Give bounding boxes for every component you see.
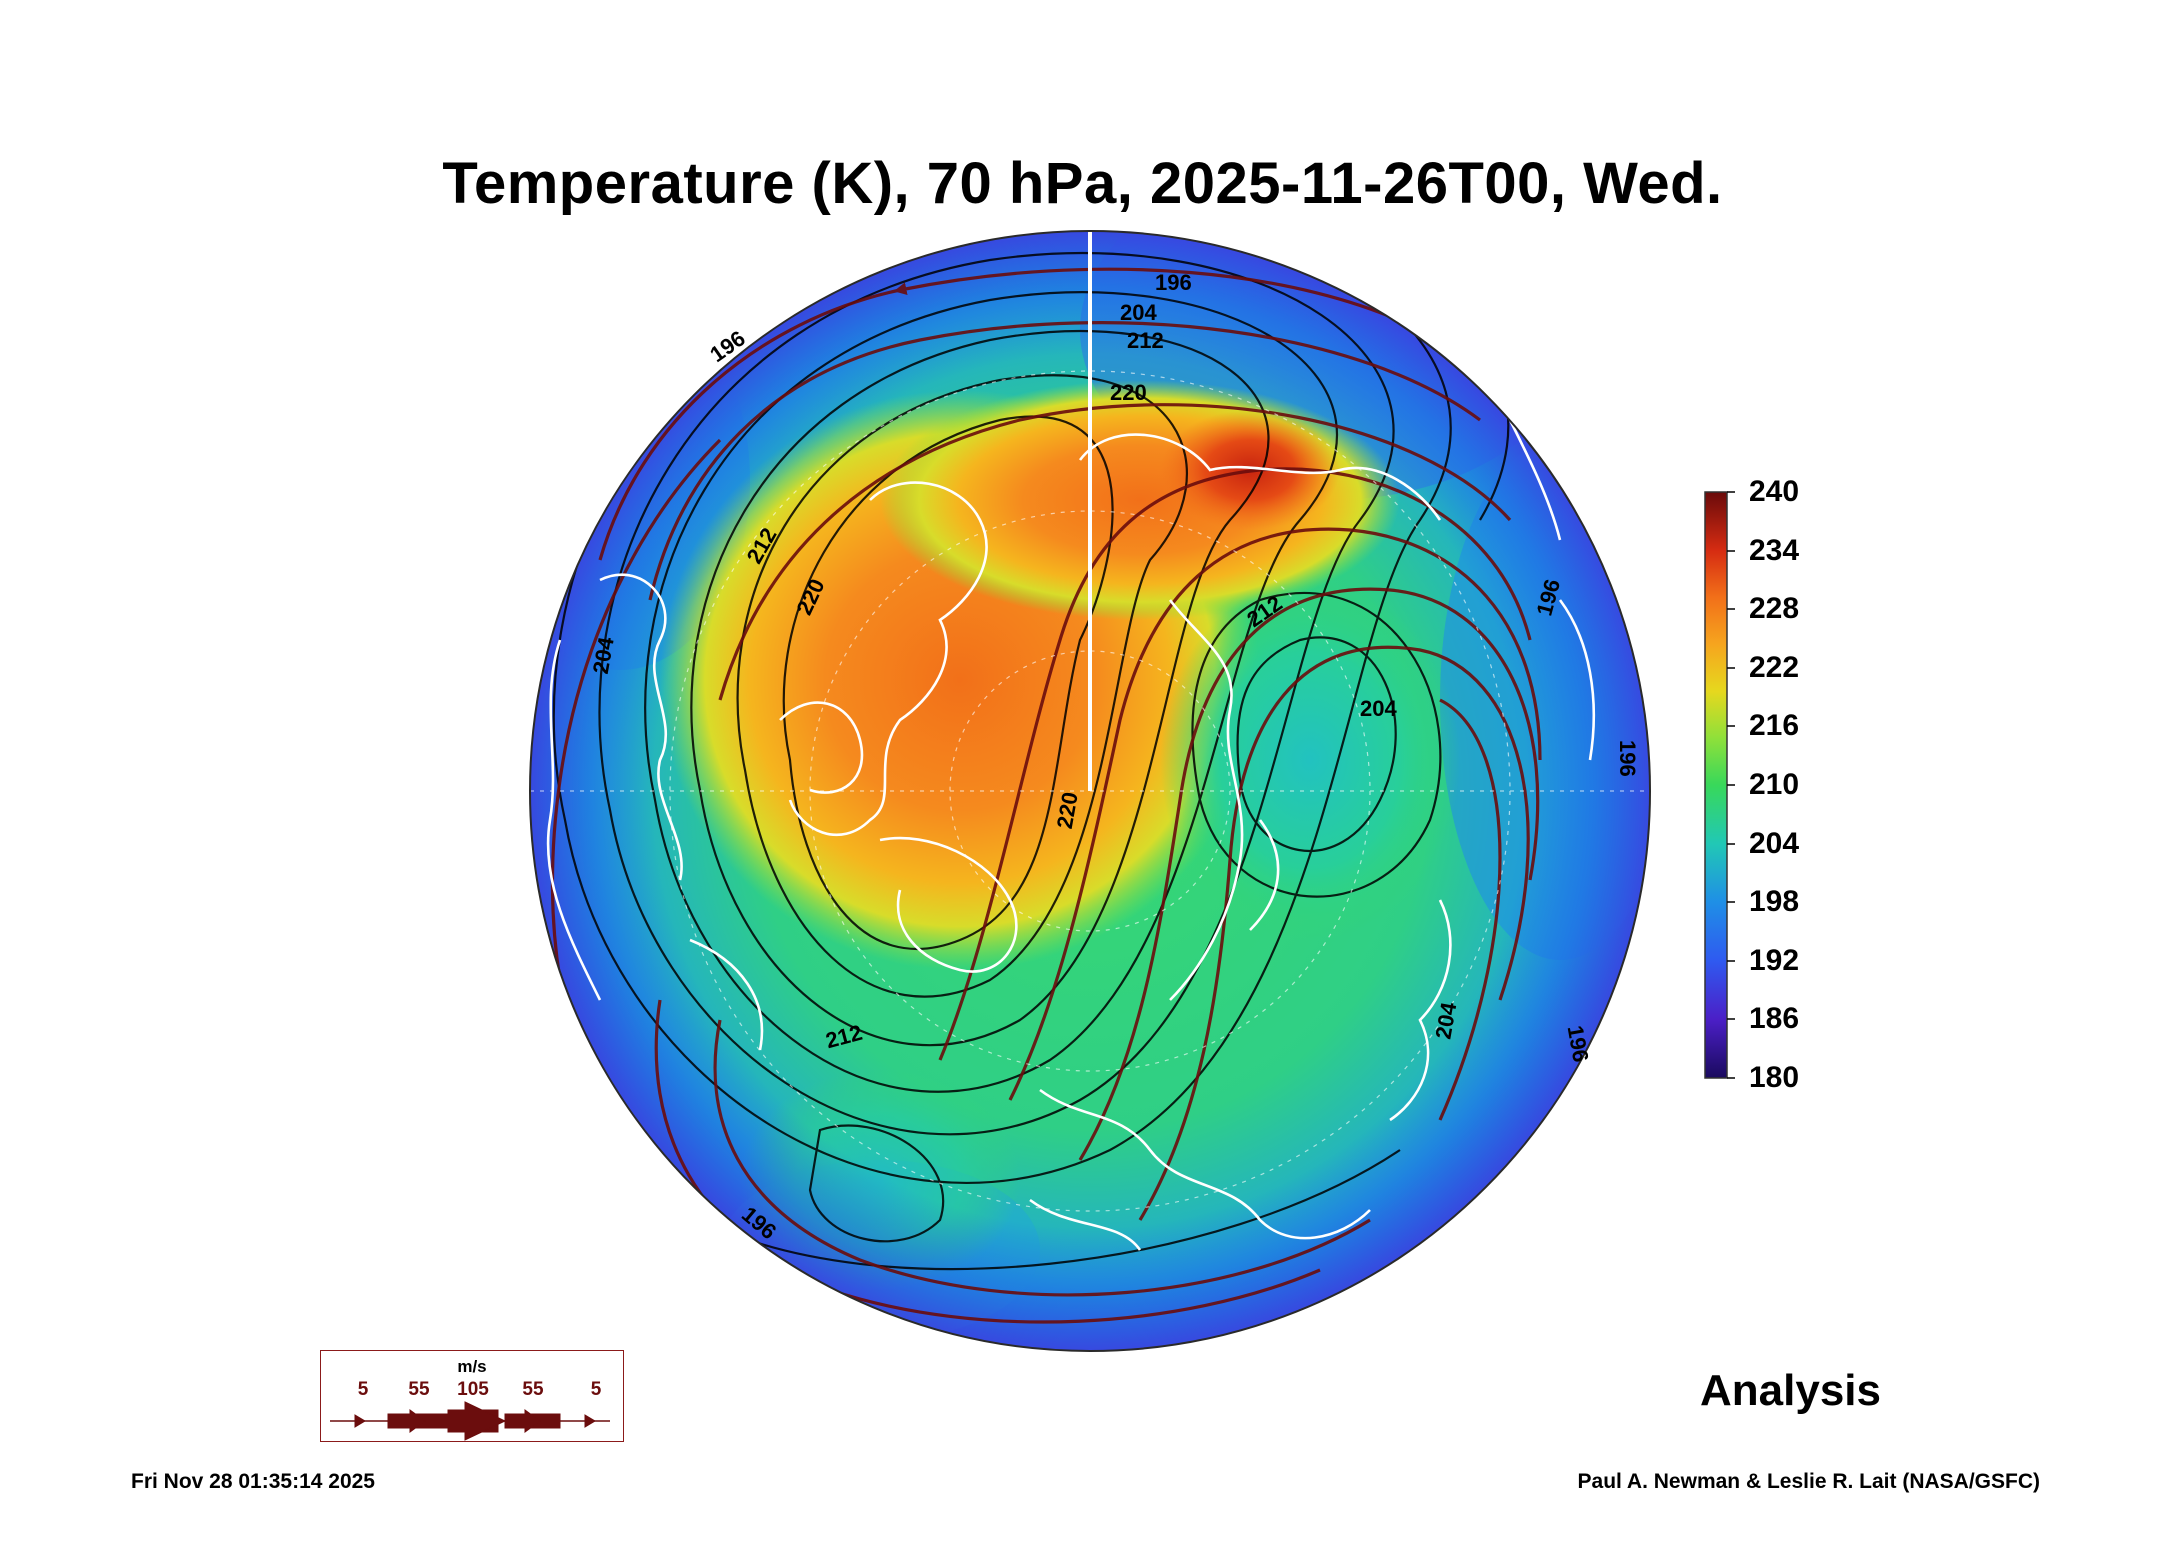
contour-label: 212: [1127, 328, 1164, 353]
colorbar-tick-label: 234: [1749, 534, 1800, 567]
wind-legend: m/s 5 55 105 55 5: [320, 1350, 624, 1442]
footer-credit: Paul A. Newman & Leslie R. Lait (NASA/GS…: [1577, 1470, 2040, 1493]
contour-label: 196: [1155, 270, 1192, 295]
contour-label: 204: [1120, 300, 1157, 325]
wind-legend-speed: 5: [357, 1379, 369, 1400]
wind-legend-speed: 55: [522, 1379, 544, 1400]
colorbar-tick-label: 210: [1749, 768, 1800, 801]
colorbar-tick-label: 186: [1749, 1002, 1800, 1035]
colorbar: [1704, 491, 1728, 1079]
coastlines: [546, 419, 1595, 1251]
wind-legend-speed: 55: [408, 1379, 430, 1400]
colorbar-tick-label: 240: [1749, 475, 1800, 508]
colorbar-tick-label: 192: [1749, 944, 1800, 977]
contour-label: 196: [1615, 740, 1640, 777]
wind-legend-speed: 5: [590, 1379, 602, 1400]
colorbar-ticks: [1727, 491, 1735, 1079]
temperature-field: [530, 231, 1650, 1351]
footer-timestamp: Fri Nov 28 01:35:14 2025: [131, 1470, 375, 1493]
colorbar-tick-label: 198: [1749, 885, 1800, 918]
colorbar-tick-label: 216: [1749, 709, 1800, 742]
contour-label: 204: [1360, 696, 1397, 721]
chart-title: Temperature (K), 70 hPa, 2025-11-26T00, …: [442, 151, 1723, 216]
wind-legend-speed: 105: [457, 1379, 489, 1400]
analysis-label: Analysis: [1700, 1366, 1881, 1415]
colorbar-tick-label: 204: [1749, 827, 1800, 860]
colorbar-tick-label: 222: [1749, 651, 1800, 684]
colorbar-tick-label: 228: [1749, 592, 1800, 625]
contour-label: 220: [1110, 380, 1147, 405]
wind-legend-unit: m/s: [457, 1357, 487, 1376]
colorbar-tick-label: 180: [1749, 1061, 1800, 1094]
wind-legend-arrow: [330, 1401, 610, 1441]
